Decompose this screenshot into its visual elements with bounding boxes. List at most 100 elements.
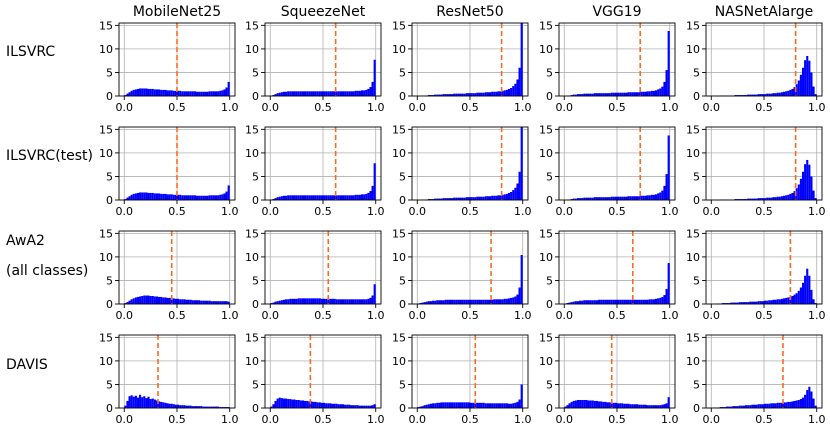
histogram-bar	[801, 282, 805, 304]
histogram-bar	[354, 299, 357, 304]
histogram-bar	[516, 401, 519, 408]
histogram-bar	[772, 93, 775, 96]
histogram-bar	[363, 299, 366, 304]
histogram-bar	[179, 90, 182, 96]
histogram-bar	[787, 90, 790, 96]
histogram-bar	[510, 297, 513, 304]
histogram-bar	[346, 195, 349, 200]
histogram-bar	[164, 297, 167, 304]
histogram-bar	[476, 299, 479, 304]
histogram-bars	[270, 163, 376, 200]
x-tick-label: 0.0	[116, 413, 134, 426]
ticks: 0.0 0.5 1.0 0 5 10 15	[392, 331, 531, 426]
histogram-bar	[162, 297, 165, 304]
histogram-bar	[568, 403, 571, 408]
histogram-bar	[299, 195, 302, 200]
histogram-bar	[776, 299, 779, 304]
histogram-bar	[162, 402, 165, 408]
x-tick-label: 0.5	[168, 205, 186, 218]
histogram-bar	[463, 93, 466, 96]
histogram-bar	[808, 275, 811, 304]
histogram-bar	[579, 94, 582, 96]
histogram-bar	[486, 196, 489, 200]
histogram-bar	[602, 299, 605, 304]
histogram-bar	[648, 405, 651, 408]
histogram-bar	[579, 300, 582, 304]
histogram-bar	[635, 299, 639, 304]
histogram-bar	[350, 91, 353, 96]
histogram-bar	[764, 198, 767, 200]
histogram-bar	[625, 196, 628, 200]
histogram-bar	[633, 299, 636, 304]
histogram-bar	[804, 164, 807, 200]
histogram-bar	[293, 298, 296, 304]
histogram-bar	[598, 197, 601, 200]
histogram-bar	[149, 295, 152, 304]
histogram-bar	[155, 400, 159, 408]
histogram-bar	[619, 92, 622, 96]
histogram-bar	[153, 193, 156, 200]
histogram-bar	[214, 406, 218, 408]
histogram-bar	[306, 195, 309, 200]
y-tick-label: 15	[245, 19, 259, 32]
histogram-bar	[451, 299, 454, 304]
histogram-bar	[306, 400, 309, 408]
histogram-bar	[352, 299, 355, 304]
x-tick-label: 1.0	[514, 309, 532, 322]
histogram-bar	[276, 301, 279, 304]
histogram-bar	[453, 299, 456, 304]
y-tick-label: 0	[399, 90, 406, 103]
histogram-bar	[602, 93, 605, 96]
histogram-bar	[503, 90, 506, 96]
x-tick-label: 1.0	[808, 101, 826, 114]
histogram-bar	[463, 197, 466, 200]
y-tick-label: 0	[252, 194, 259, 207]
x-tick-label: 0.5	[608, 413, 626, 426]
y-tick-label: 5	[252, 378, 259, 391]
histogram-bar	[738, 95, 741, 96]
y-tick-label: 10	[245, 251, 259, 264]
histogram-bar	[810, 289, 813, 304]
histogram-bar	[576, 301, 580, 304]
histogram-bar	[341, 299, 345, 304]
histogram-bar	[782, 402, 786, 408]
histogram-bar	[572, 301, 575, 304]
histogram-bar	[621, 299, 624, 304]
histogram-bar	[339, 299, 342, 304]
column-title: VGG19	[592, 4, 641, 20]
histogram-bar	[472, 197, 475, 200]
y-tick-label: 5	[546, 170, 553, 183]
y-tick-label: 5	[399, 378, 406, 391]
histogram-bar	[499, 403, 502, 408]
histogram-bar	[761, 301, 764, 304]
histogram-bar	[482, 299, 485, 304]
histogram-bar	[295, 399, 298, 408]
histogram-bar	[478, 402, 481, 408]
histogram-bar	[736, 406, 739, 408]
histogram-bar	[629, 196, 632, 200]
histogram-bar	[227, 185, 230, 200]
histogram-bar	[747, 405, 750, 408]
histogram-bar	[491, 91, 494, 96]
histogram-bar	[516, 183, 519, 200]
histogram-bar	[214, 301, 218, 304]
histogram-bar	[728, 303, 731, 304]
histogram-bar	[661, 86, 664, 96]
histogram-bar	[764, 94, 767, 96]
grid	[412, 335, 528, 409]
histogram-bar	[287, 91, 290, 96]
histogram-bar	[221, 194, 224, 200]
histogram-bar	[348, 299, 351, 304]
histogram-bar	[155, 89, 159, 96]
histogram-bar	[306, 298, 309, 304]
y-tick-label: 0	[546, 90, 553, 103]
histogram-bars	[417, 384, 523, 408]
grid	[412, 127, 528, 201]
histogram-bar	[155, 296, 159, 304]
histogram-bar	[151, 295, 154, 304]
y-tick-label: 15	[539, 123, 553, 136]
histogram-bar	[219, 407, 222, 408]
histogram-bar	[371, 81, 374, 96]
row-label-ilsvrc: ILSVRC	[6, 44, 55, 60]
histogram-bar	[482, 402, 485, 408]
